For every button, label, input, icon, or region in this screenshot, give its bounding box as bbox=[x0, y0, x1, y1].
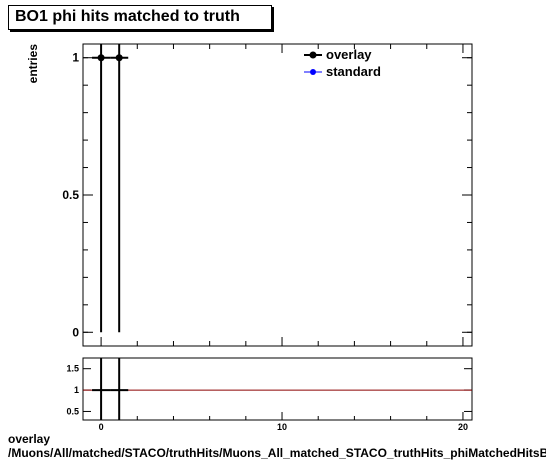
y-axis-label: entries bbox=[26, 44, 40, 84]
main-y-tick-label: 0.5 bbox=[62, 188, 79, 202]
main-y-tick-label: 0 bbox=[72, 325, 79, 339]
legend-marker-standard bbox=[310, 69, 316, 75]
chart-title: BO1 phi hits matched to truth bbox=[15, 8, 240, 25]
data-point bbox=[97, 54, 105, 62]
data-point bbox=[115, 54, 123, 62]
ratio-data-points bbox=[83, 358, 472, 420]
chart-title-box: BO1 phi hits matched to truth bbox=[8, 5, 272, 30]
legend-marker-overlay bbox=[309, 51, 317, 59]
ratio-plot-frame bbox=[82, 357, 473, 421]
main-axes: 00.51 bbox=[62, 44, 472, 346]
ratio-x-tick-label: 20 bbox=[458, 422, 468, 432]
legend: overlay standard bbox=[304, 47, 381, 79]
caption-line2: /Muons/All/matched/STACO/truthHits/Muons… bbox=[8, 446, 546, 460]
ratio-y-tick-label: 1 bbox=[74, 385, 79, 395]
main-y-tick-label: 1 bbox=[72, 51, 79, 65]
ratio-x-tick-label: 0 bbox=[99, 422, 104, 432]
main-plot-frame bbox=[82, 43, 473, 347]
ratio-x-tick-label: 10 bbox=[277, 422, 287, 432]
legend-label-overlay: overlay bbox=[326, 47, 372, 62]
main-data-points bbox=[92, 44, 129, 333]
ratio-y-tick-label: 1.5 bbox=[66, 364, 79, 374]
ratio-y-tick-label: 0.5 bbox=[66, 406, 79, 416]
ratio-axes: 0.5 1 1.5 0 10 20 bbox=[66, 364, 472, 432]
legend-label-standard: standard bbox=[326, 64, 381, 79]
caption-line1: overlay bbox=[8, 432, 51, 446]
